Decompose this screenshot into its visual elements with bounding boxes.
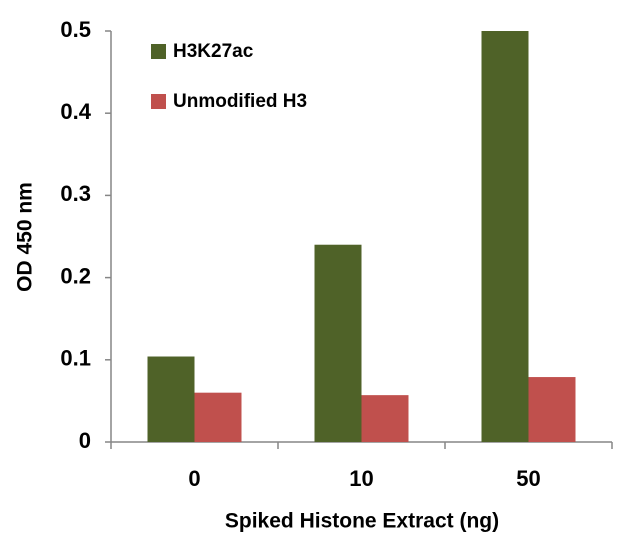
x-tick-label: 50	[516, 466, 540, 491]
bar	[314, 244, 362, 442]
bar	[481, 31, 529, 442]
legend-label: Unmodified H3	[173, 91, 307, 112]
bar	[147, 356, 195, 442]
x-tick-label: 10	[349, 466, 373, 491]
y-tick-label: 0.3	[60, 181, 91, 206]
legend-swatch	[151, 94, 166, 109]
bar	[361, 395, 409, 442]
x-axis-title: Spiked Histone Extract (ng)	[225, 510, 499, 533]
bar	[194, 392, 242, 442]
y-tick-label: 0	[79, 428, 91, 453]
y-tick-label: 0.5	[60, 17, 91, 42]
y-tick-label: 0.4	[60, 99, 91, 124]
y-axis-title: OD 450 nm	[14, 182, 37, 292]
legend-label: H3K27ac	[173, 41, 254, 62]
bar	[528, 377, 576, 442]
x-tick-label: 0	[188, 466, 200, 491]
legend-swatch	[151, 44, 166, 59]
y-tick-label: 0.2	[60, 263, 91, 288]
y-tick-label: 0.1	[60, 346, 91, 371]
